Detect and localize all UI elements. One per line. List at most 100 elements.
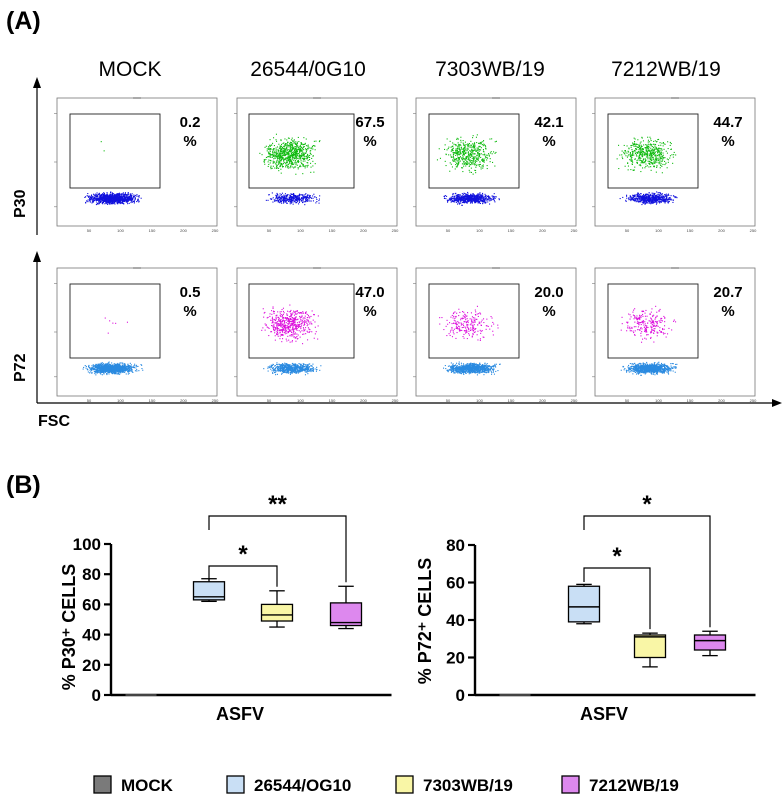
gate-rectangle	[607, 283, 699, 359]
x-tick-label: 100	[476, 228, 483, 233]
positive-population	[104, 317, 128, 334]
significance-bracket: *	[208, 541, 278, 587]
negative-population	[265, 192, 321, 206]
p72-box-chart: 0 20 40 60 80 * *	[446, 491, 756, 705]
gate-percent-unit: %	[542, 133, 555, 150]
plot-frame	[594, 267, 756, 397]
col-header-26544: 26544/0G10	[250, 58, 366, 81]
gate-percent-value: 20.7	[713, 284, 742, 301]
y-tick-label: 60	[446, 574, 465, 593]
gate-rectangle	[69, 113, 161, 189]
x-tick-label: 250	[212, 228, 219, 233]
x-tick-label: 50	[625, 228, 630, 233]
dot-plot-p30-26544: 50 100 150 200 250 67.5%	[234, 97, 399, 233]
gate-percent-unit: %	[542, 303, 555, 320]
box-body	[633, 634, 667, 659]
plot-frame	[415, 97, 577, 227]
x-tick-label: 200	[180, 228, 187, 233]
x-tick-label: 250	[392, 398, 399, 403]
significance-bracket: *	[583, 543, 651, 630]
x-tick-label: 150	[508, 398, 515, 403]
x-tick-label: 100	[655, 228, 662, 233]
x-tick-label: 150	[329, 228, 336, 233]
plot-frame	[594, 97, 756, 227]
positive-population	[100, 141, 105, 152]
positive-population	[620, 305, 677, 343]
significance-bracket: **	[208, 491, 347, 583]
col-header-mock: MOCK	[99, 58, 162, 81]
y-tick-label: 0	[92, 686, 101, 705]
bracket-line	[208, 565, 278, 587]
negative-population	[263, 362, 322, 376]
dot-plot-p72-7303: 50 100 150 200 250 20.0%	[413, 267, 578, 403]
gate-rectangle	[428, 113, 520, 189]
significance-label: **	[268, 491, 287, 518]
col-header-7303: 7303WB/19	[435, 58, 545, 81]
x-tick-label: 50	[446, 398, 451, 403]
gate-percent-value: 42.1	[534, 114, 563, 131]
x-tick-label: 200	[539, 398, 546, 403]
x-tick-label: 150	[687, 398, 694, 403]
x-tick-label: 150	[508, 228, 515, 233]
x-tick-label: 100	[117, 228, 124, 233]
panel-a-axes	[33, 77, 782, 407]
gate-percent-unit: %	[183, 133, 196, 150]
y-tick-label: 20	[446, 649, 465, 668]
x-tick-label: 150	[149, 228, 156, 233]
positive-population	[439, 305, 499, 341]
positive-population	[436, 134, 497, 175]
x-tick-label: 200	[360, 228, 367, 233]
bracket-line	[583, 515, 711, 628]
legend-swatch-7212	[561, 775, 580, 794]
gate-rectangle	[248, 113, 355, 189]
bracket-line	[208, 515, 347, 583]
box-7303wb19	[633, 632, 667, 668]
y-tick-label: 80	[82, 565, 101, 584]
x-tick-label: 200	[180, 398, 187, 403]
x-tick-label: 200	[360, 398, 367, 403]
box-26544og10	[567, 583, 601, 625]
negative-population	[619, 191, 678, 206]
gate-rectangle	[607, 113, 699, 189]
x-tick-label: 150	[149, 398, 156, 403]
gate-percent-unit: %	[363, 303, 376, 320]
col-header-7212: 7212WB/19	[611, 58, 721, 81]
y-tick-label: 60	[82, 595, 101, 614]
box-26544og10	[192, 578, 226, 603]
plot-frame	[236, 267, 398, 397]
dot-plot-p30-mock: 50 100 150 200 250 0.2%	[54, 97, 219, 233]
gate-percent-value: 44.7	[713, 114, 742, 131]
box-body	[260, 603, 294, 622]
box-7212wb19	[693, 630, 727, 657]
x-tick-label: 250	[571, 228, 578, 233]
plot-frame	[56, 267, 218, 397]
p72-x-axis-label: ASFV	[580, 704, 628, 724]
x-tick-label: 250	[392, 228, 399, 233]
positive-population	[261, 304, 319, 345]
x-tick-label: 200	[539, 228, 546, 233]
dot-plot-p72-7212: 50 100 150 200 250 20.7%	[592, 267, 757, 403]
legend-label-7303: 7303WB/19	[423, 776, 513, 795]
significance-label: *	[238, 541, 248, 568]
significance-bracket: *	[583, 491, 711, 628]
y-tick-label: 20	[82, 656, 101, 675]
gate-percent-unit: %	[363, 133, 376, 150]
box-7303wb19	[260, 590, 294, 628]
box-7212wb19	[329, 585, 363, 630]
x-tick-label: 100	[297, 398, 304, 403]
x-tick-label: 50	[446, 228, 451, 233]
x-tick-label: 100	[117, 398, 124, 403]
y-tick-label: 40	[446, 611, 465, 630]
bracket-line	[583, 567, 651, 630]
negative-population	[84, 191, 142, 206]
gate-rectangle	[248, 283, 355, 359]
gate-percent-value: 0.2	[180, 114, 201, 131]
row-label-p30: P30	[12, 189, 29, 218]
legend: MOCK 26544/OG10 7303WB/19 7212WB/19	[93, 775, 679, 795]
gate-percent-value: 47.0	[355, 284, 384, 301]
gate-percent-value: 20.0	[534, 284, 563, 301]
y-tick-label: 80	[446, 536, 465, 555]
x-tick-label: 200	[718, 228, 725, 233]
y-tick-label: 100	[73, 535, 101, 554]
